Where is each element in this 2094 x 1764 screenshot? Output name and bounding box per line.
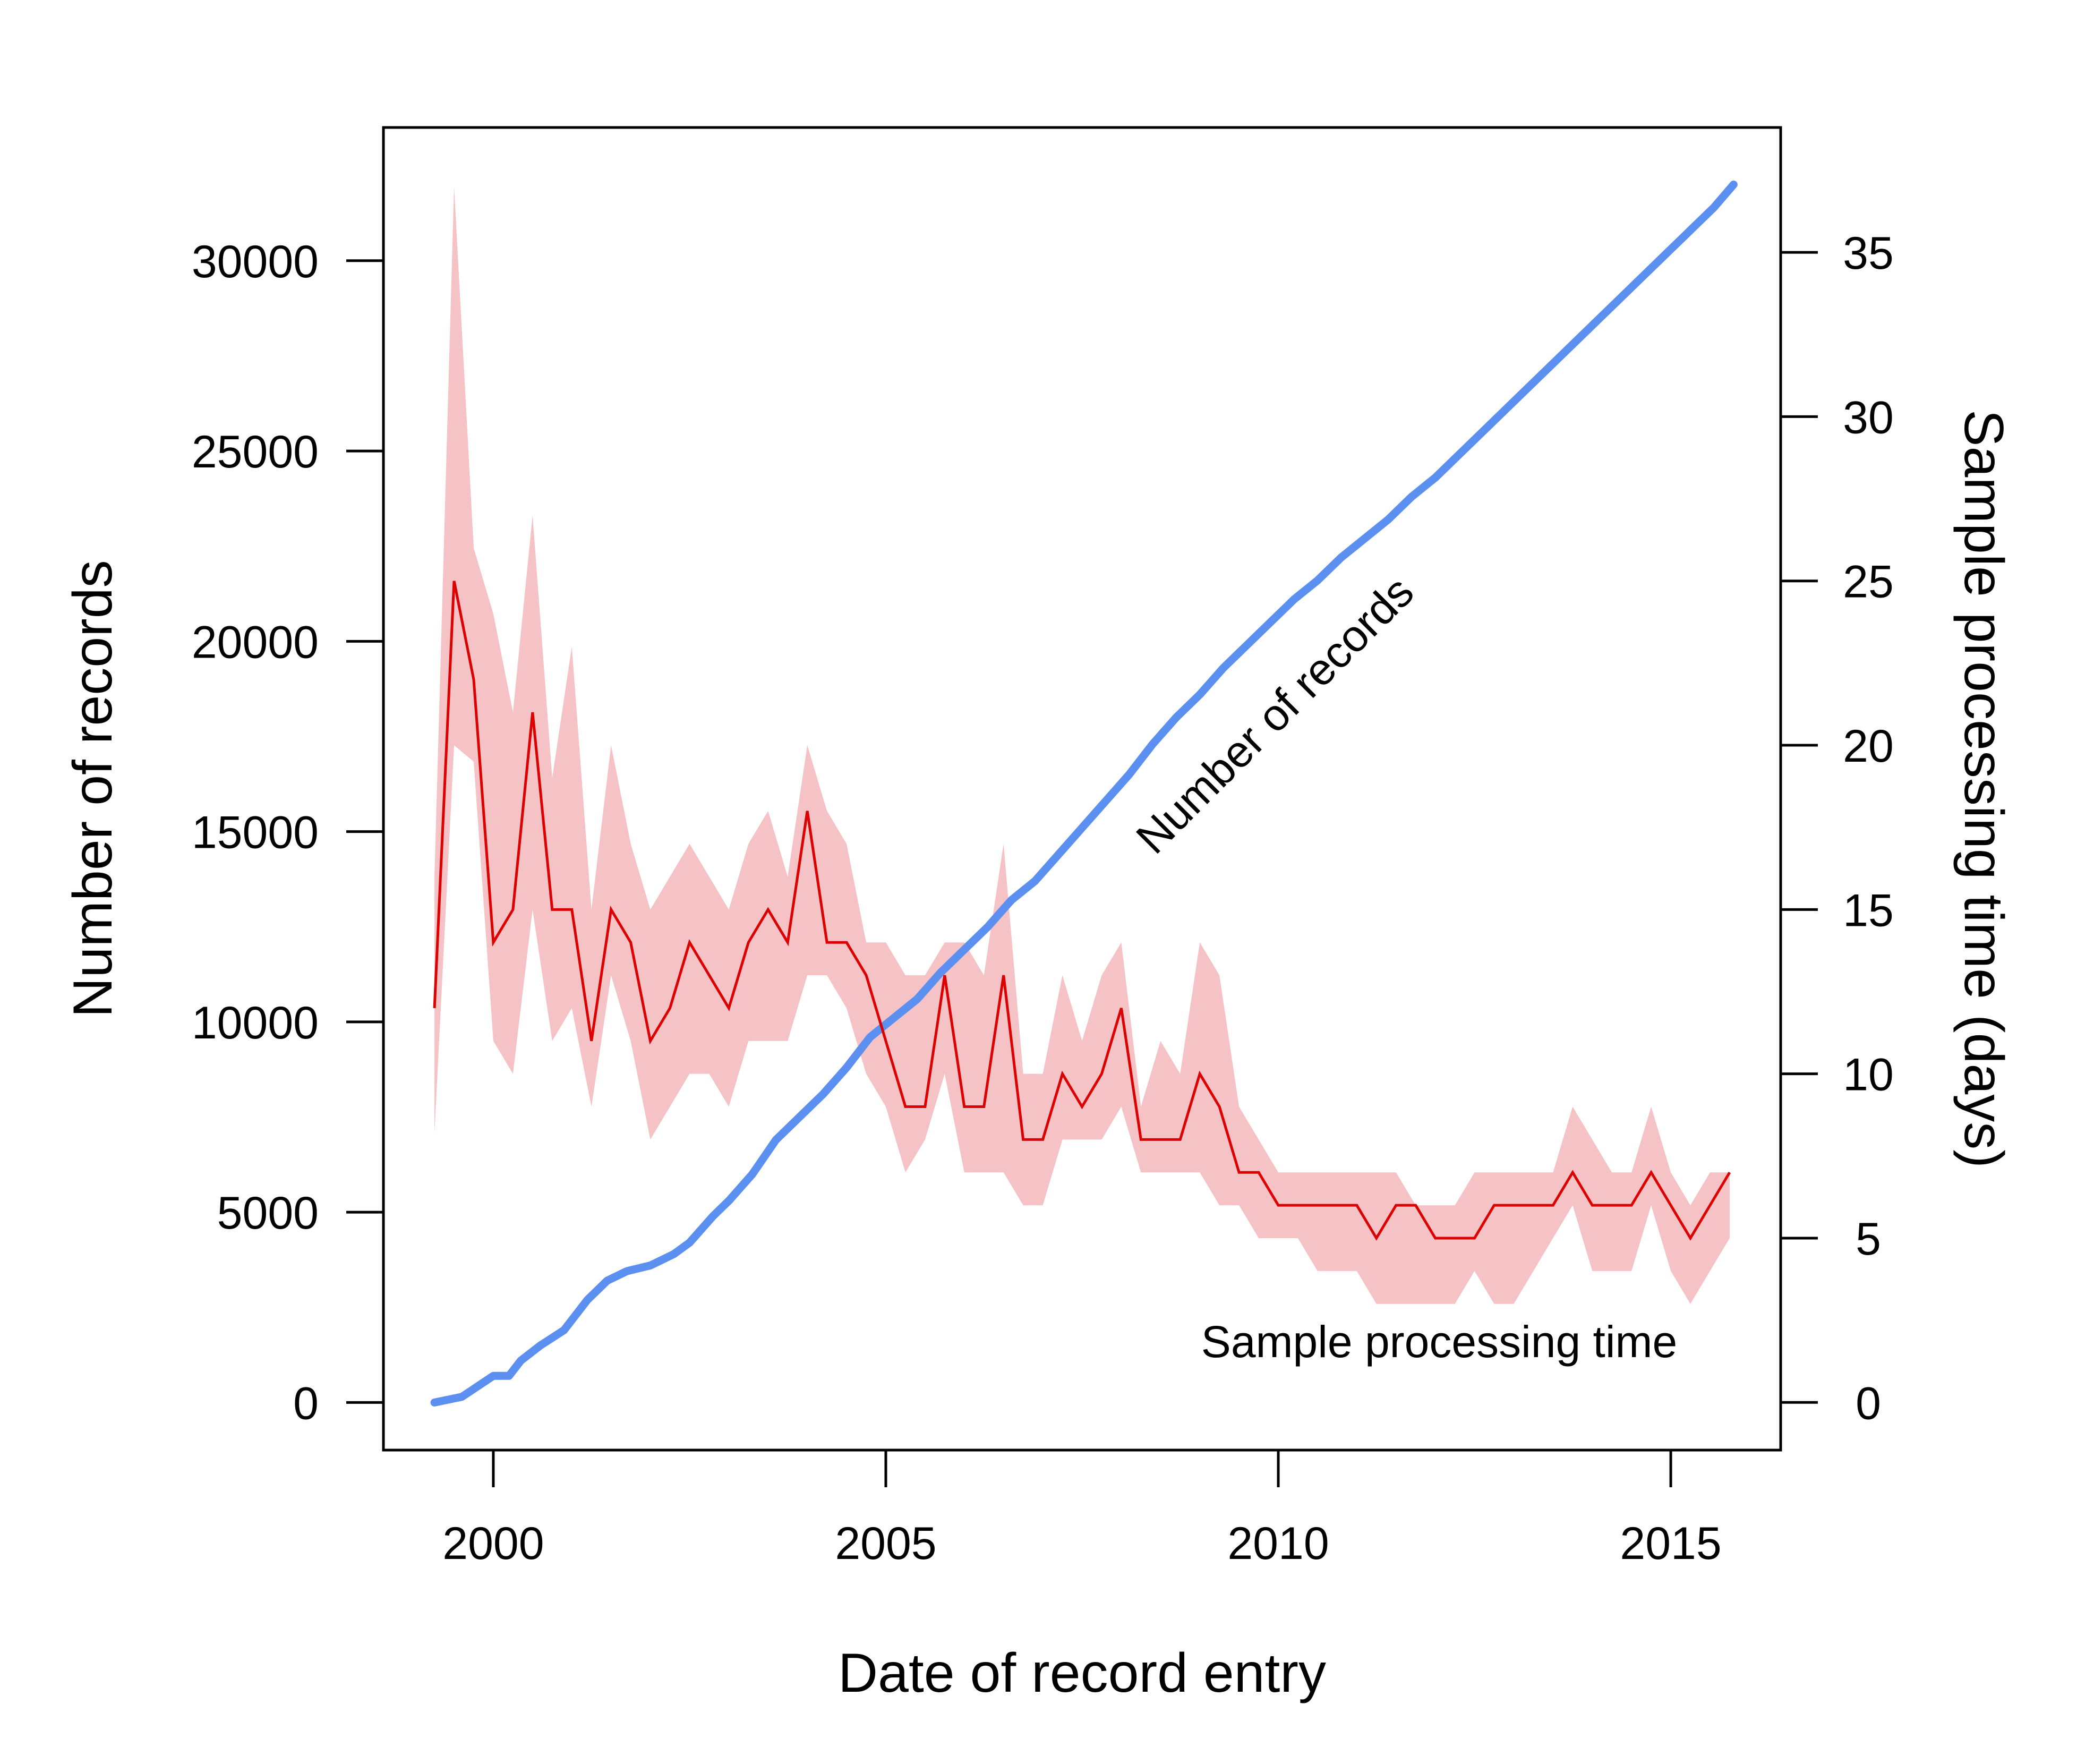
x-axis: 2000 2005 2010 2015	[442, 1448, 1722, 1569]
y-tick-label: 15000	[192, 807, 319, 858]
processing-time-band-layer	[434, 186, 1730, 1304]
x-tick-label: 2015	[1620, 1518, 1721, 1569]
y-axis-right: 0 5 10 15 20 25 30 35	[1779, 228, 1894, 1429]
x-tick-label: 2005	[835, 1518, 936, 1569]
processing-time-band	[434, 186, 1730, 1304]
y-axis-right-title: Sample processing time (days)	[1953, 410, 2014, 1168]
y-axis-left: 0 5000 10000 15000 20000 25000 30000	[192, 236, 385, 1429]
records-line-layer	[430, 180, 1738, 1407]
x-tick-label: 2000	[442, 1518, 544, 1569]
y-tick-label: 0	[293, 1378, 319, 1429]
processing-series-label: Sample processing time	[1201, 1317, 1677, 1367]
x-axis-title: Date of record entry	[838, 1642, 1326, 1704]
processing-time-line	[433, 581, 1731, 1241]
y2-tick-label: 20	[1843, 721, 1894, 772]
y-tick-label: 25000	[192, 427, 319, 478]
processing-line-layer	[433, 581, 1731, 1241]
y-tick-label: 30000	[192, 236, 319, 287]
y-tick-label: 20000	[192, 617, 319, 668]
records-line	[430, 180, 1738, 1407]
y2-tick-label: 30	[1843, 392, 1894, 443]
y-tick-label: 10000	[192, 998, 319, 1049]
y-tick-label: 5000	[217, 1188, 319, 1239]
y2-tick-label: 10	[1843, 1050, 1894, 1101]
y2-tick-label: 5	[1856, 1214, 1881, 1265]
y2-tick-label: 25	[1843, 557, 1894, 608]
y2-tick-label: 35	[1843, 228, 1894, 279]
y2-tick-label: 15	[1843, 885, 1894, 936]
y-axis-left-title: Number of records	[62, 560, 124, 1017]
x-tick-label: 2010	[1227, 1518, 1329, 1569]
y2-tick-label: 0	[1856, 1378, 1881, 1429]
